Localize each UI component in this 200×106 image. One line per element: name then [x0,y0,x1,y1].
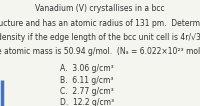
Text: structure and has an atomic radius of 131 pm.  Determine: structure and has an atomic radius of 13… [0,19,200,28]
Text: B.  6.11 g/cm³: B. 6.11 g/cm³ [60,76,114,84]
Text: the density if the edge length of the bcc unit cell is 4r/√3 and: the density if the edge length of the bc… [0,33,200,42]
Text: C.  2.77 g/cm³: C. 2.77 g/cm³ [60,87,114,96]
Text: Vanadium (V) crystallises in a bcc: Vanadium (V) crystallises in a bcc [35,4,165,13]
Text: D.  12.2 g/cm³: D. 12.2 g/cm³ [60,98,114,106]
Text: the atomic mass is 50.94 g/mol.  (Nₐ = 6.022×10²³ mol⁻¹): the atomic mass is 50.94 g/mol. (Nₐ = 6.… [0,47,200,56]
Text: A.  3.06 g/cm³: A. 3.06 g/cm³ [60,64,114,73]
